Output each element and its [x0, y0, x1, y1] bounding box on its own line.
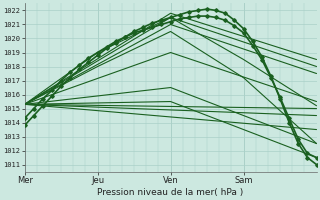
X-axis label: Pression niveau de la mer( hPa ): Pression niveau de la mer( hPa )	[98, 188, 244, 197]
